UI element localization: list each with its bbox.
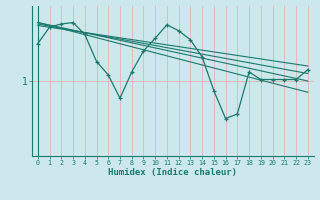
X-axis label: Humidex (Indice chaleur): Humidex (Indice chaleur)	[108, 168, 237, 177]
